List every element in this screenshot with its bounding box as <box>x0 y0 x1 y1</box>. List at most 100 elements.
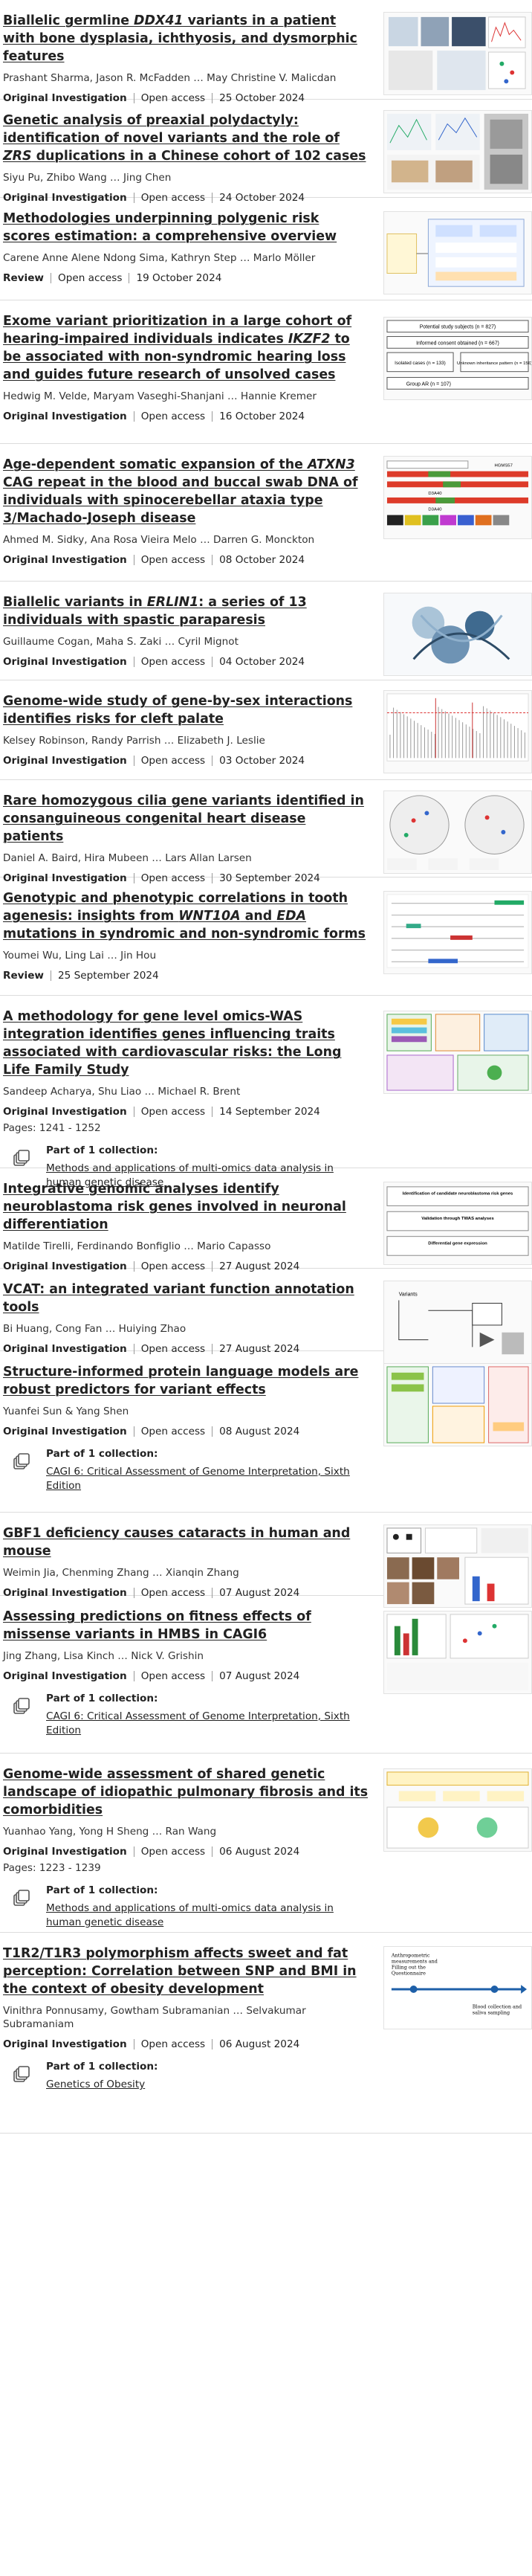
article-title-text: Age-dependent somatic expansion of the <box>3 457 308 472</box>
article-title-link[interactable]: GBF1 deficiency causes cataracts in huma… <box>3 1524 370 1560</box>
collection-info: Part of 1 collection: Methods and applica… <box>3 1144 370 1190</box>
article-title-link[interactable]: Assessing predictions on fitness effects… <box>3 1608 370 1643</box>
collection-stack-icon <box>12 1148 31 1168</box>
article-date: 14 September 2024 <box>219 1106 320 1118</box>
article-type: Original Investigation <box>3 1846 127 1858</box>
article-title-text: Genome-wide assessment of shared genetic… <box>3 1767 369 1817</box>
svg-text:Differential gene expression: Differential gene expression <box>428 1241 487 1246</box>
svg-text:Isolated cases (n = 133): Isolated cases (n = 133) <box>395 361 446 366</box>
article-title-gene: ZRS <box>3 149 32 164</box>
article-date: 27 August 2024 <box>219 1260 300 1272</box>
article-date: 27 August 2024 <box>219 1343 300 1355</box>
article-figure-thumbnail[interactable] <box>383 12 532 95</box>
collection-link[interactable]: Genetics of Obesity <box>46 2078 146 2090</box>
article-title-text: GBF1 deficiency causes cataracts in huma… <box>3 1526 351 1559</box>
article-title-link[interactable]: Integrative genomic analyses identify ne… <box>3 1180 370 1234</box>
article-title-link[interactable]: Genome-wide study of gene-by-sex interac… <box>3 692 370 728</box>
article-figure-thumbnail[interactable] <box>383 211 532 294</box>
article-list: Biallelic germline DDX41 variants in a p… <box>0 12 532 2134</box>
article-title-text: Genetic analysis of preaxial polydactyly… <box>3 113 340 146</box>
article-title-link[interactable]: Exome variant prioritization in a large … <box>3 312 370 384</box>
meta-divider <box>212 193 213 203</box>
meta-divider <box>212 1846 213 1857</box>
article-title-link[interactable]: Methodologies underpinning polygenic ris… <box>3 210 370 245</box>
article-figure-thumbnail[interactable]: Variants <box>383 1281 532 1364</box>
article-figure-thumbnail[interactable] <box>383 690 532 773</box>
article-figure-thumbnail[interactable] <box>383 110 532 193</box>
article-title-link[interactable]: Genome-wide assessment of shared genetic… <box>3 1765 370 1819</box>
article-title-link[interactable]: T1R2/T1R3 polymorphism affects sweet and… <box>3 1945 370 1998</box>
article-figure-thumbnail[interactable]: Identification of candidate neuroblastom… <box>383 1182 532 1265</box>
collection-text: Part of 1 collection: CAGI 6: Critical As… <box>46 1447 370 1493</box>
article-figure-thumbnail[interactable] <box>383 1363 532 1446</box>
article-meta: Review 25 September 2024 <box>3 969 370 982</box>
svg-text:HGMS57: HGMS57 <box>495 464 513 468</box>
article-type: Original Investigation <box>3 410 127 422</box>
article-title-link[interactable]: A methodology for gene level omics-WAS i… <box>3 1008 370 1079</box>
article-authors: Daniel A. Baird, Hira Mubeen … Lars Alla… <box>3 852 252 864</box>
article-type: Review <box>3 272 44 284</box>
article-body: Biallelic variants in ERLIN1: a series o… <box>3 593 370 669</box>
article-title-link[interactable]: Structure-informed protein language mode… <box>3 1363 370 1399</box>
article-date: 24 October 2024 <box>219 192 305 204</box>
article-title-text: T1R2/T1R3 polymorphism affects sweet and… <box>3 1946 357 1997</box>
collection-stack-icon <box>12 1452 31 1471</box>
collection-stack-icon <box>12 1888 31 1907</box>
article-title-gene: ERLIN1 <box>146 595 199 610</box>
article-title-link[interactable]: VCAT: an integrated variant function ann… <box>3 1281 370 1316</box>
collection-label: Part of 1 collection: <box>46 1884 158 1896</box>
article-title-text: Structure-informed protein language mode… <box>3 1365 359 1397</box>
article-body: Biallelic germline DDX41 variants in a p… <box>3 12 370 105</box>
article-figure-thumbnail[interactable] <box>383 1611 532 1694</box>
collection-label: Part of 1 collection: <box>46 2061 158 2073</box>
article-figure-thumbnail[interactable]: Anthropometric measurements and Filling ou… <box>383 1946 532 2029</box>
article-title-text: Biallelic variants in <box>3 595 147 610</box>
article-title-gene: EDA <box>276 909 307 924</box>
article-authors: Ahmed M. Sidky, Ana Rosa Vieira Melo … D… <box>3 534 315 546</box>
meta-divider <box>212 2039 213 2049</box>
article-figure-thumbnail[interactable] <box>383 1768 532 1852</box>
article-title-link[interactable]: Genetic analysis of preaxial polydactyly… <box>3 112 370 165</box>
article-meta: Original Investigation Open access 08 Augu… <box>3 1425 370 1438</box>
article-title-link[interactable]: Biallelic germline DDX41 variants in a p… <box>3 12 370 65</box>
open-access-badge: Open access <box>140 1260 206 1272</box>
article-figure-thumbnail[interactable] <box>383 593 532 676</box>
article-figure-thumbnail[interactable]: HGMS57 D3A40 D3A40 <box>383 456 532 539</box>
collection-link[interactable]: Methods and applications of multi-omics … <box>46 1162 334 1188</box>
article-type: Original Investigation <box>3 1343 127 1355</box>
collection-link[interactable]: CAGI 6: Critical Assessment of Genome In… <box>46 1466 350 1492</box>
article-date: 16 October 2024 <box>219 410 305 422</box>
article-title-link[interactable]: Genotypic and phenotypic correlations in… <box>3 889 370 943</box>
article-figure-thumbnail[interactable] <box>383 1011 532 1094</box>
article-figure-thumbnail[interactable] <box>383 790 532 874</box>
article-type: Original Investigation <box>3 656 127 668</box>
article-body: Genome-wide study of gene-by-sex interac… <box>3 692 370 767</box>
article-figure-thumbnail[interactable] <box>383 1524 532 1608</box>
collection-text: Part of 1 collection: Methods and applica… <box>46 1144 370 1190</box>
article-date: 04 October 2024 <box>219 656 305 668</box>
article-date: 25 October 2024 <box>219 92 305 104</box>
article-title-link[interactable]: Age-dependent somatic expansion of the A… <box>3 456 370 527</box>
article-meta: Original Investigation Open access 07 Augu… <box>3 1586 370 1600</box>
svg-text:Unknown inheritance pattern (n: Unknown inheritance pattern (n = 156) <box>457 361 531 366</box>
collection-link[interactable]: Methods and applications of multi-omics … <box>46 1902 334 1928</box>
article-item: Exome variant prioritization in a large … <box>0 300 532 444</box>
collection-link[interactable]: CAGI 6: Critical Assessment of Genome In… <box>46 1710 350 1736</box>
article-body: Assessing predictions on fitness effects… <box>3 1608 370 1738</box>
article-title-link[interactable]: Rare homozygous cilia gene variants iden… <box>3 792 370 846</box>
article-figure-thumbnail[interactable] <box>383 891 532 974</box>
article-authors: Carene Anne Alene Ndong Sima, Kathryn St… <box>3 252 316 264</box>
article-item: T1R2/T1R3 polymorphism affects sweet and… <box>0 1933 532 2134</box>
article-meta: Original Investigation Open access 06 Augu… <box>3 1845 370 1858</box>
article-authors: Prashant Sharma, Jason R. McFadden … May… <box>3 72 337 84</box>
article-date: 30 September 2024 <box>219 872 320 884</box>
collection-info: Part of 1 collection: CAGI 6: Critical As… <box>3 1692 370 1738</box>
article-body: Structure-informed protein language mode… <box>3 1363 370 1493</box>
article-figure-thumbnail[interactable]: Potential study subjects (n = 827) Inform… <box>383 317 532 400</box>
meta-divider <box>212 1588 213 1598</box>
svg-text:Anthropometric: Anthropometric <box>391 1953 430 1959</box>
article-authors: Jing Zhang, Lisa Kinch … Nick V. Grishin <box>3 1650 204 1662</box>
article-meta: Original Investigation Open access 04 Octo… <box>3 655 370 669</box>
article-title-link[interactable]: Biallelic variants in ERLIN1: a series o… <box>3 593 370 629</box>
article-pages: Pages: 1223 - 1239 <box>3 1862 101 1874</box>
